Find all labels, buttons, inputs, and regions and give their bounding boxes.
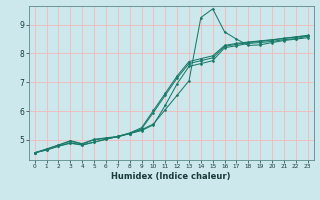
X-axis label: Humidex (Indice chaleur): Humidex (Indice chaleur) bbox=[111, 172, 231, 181]
